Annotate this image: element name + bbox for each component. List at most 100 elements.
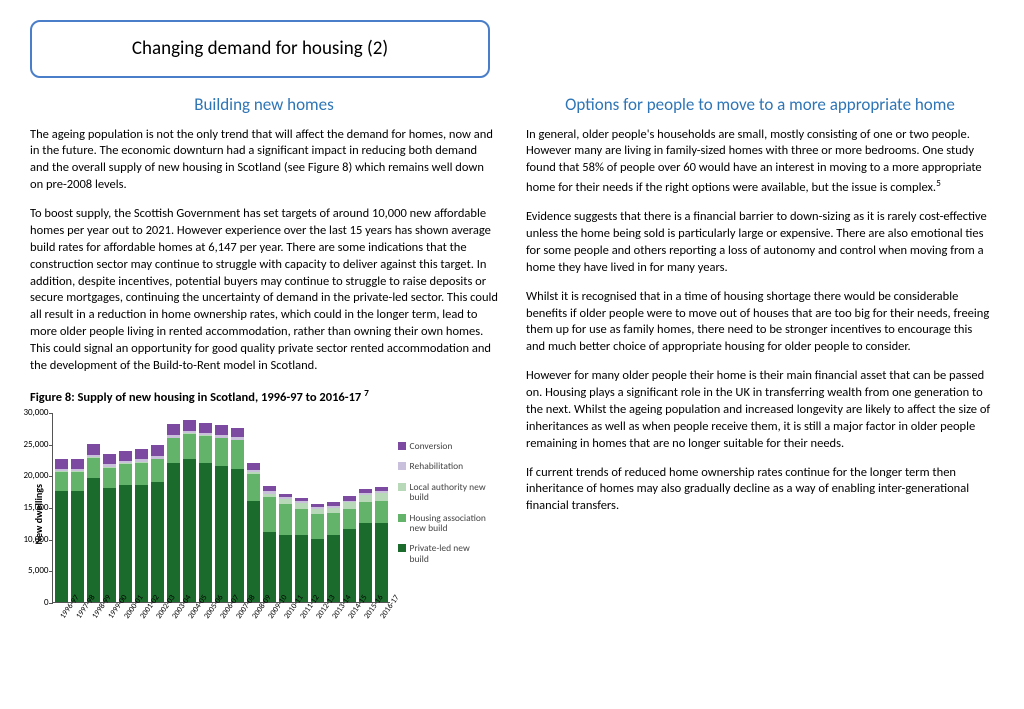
bar [343,496,356,602]
bar-segment [151,459,164,481]
bar [295,498,308,602]
bar-segment [231,428,244,438]
bar [359,489,372,602]
bar [215,425,228,602]
bar-segment [183,420,196,431]
ytick-label: 15,000 [15,502,49,514]
bar-segment [279,535,292,602]
legend-label: Rehabilitation [410,461,464,471]
bar-segment [55,459,68,469]
ytick-label: 0 [15,597,49,609]
right-para-3: Whilst it is recognised that in a time o… [526,289,994,357]
bar-segment [359,523,372,602]
bar-segment [375,523,388,602]
bar-segment [103,454,116,465]
bar-segment [135,463,148,485]
left-column: Building new homes The ageing population… [30,88,498,616]
page-title-box: Changing demand for housing (2) [30,20,490,78]
bar-segment [327,513,340,535]
bar-segment [167,438,180,462]
bar-segment [375,501,388,523]
legend-swatch [398,462,406,470]
bar [87,444,100,602]
bar-segment [327,535,340,602]
chart-plot: 05,00010,00015,00020,00025,00030,000 [52,413,390,603]
bar-segment [295,535,308,602]
ytick-label: 30,000 [15,407,49,419]
right-para-1: In general, older people's households ar… [526,127,994,198]
bar [247,463,260,602]
bar-segment [167,424,180,435]
bar-segment [103,468,116,488]
ytick-label: 10,000 [15,533,49,545]
bar [71,459,84,601]
bar-segment [359,502,372,523]
bar [103,454,116,602]
ytick [49,571,53,572]
ytick-label: 25,000 [15,438,49,450]
figure-8-chart: New dwellings 05,00010,00015,00020,00025… [30,413,498,616]
bar-segment [119,485,132,602]
bar [279,494,292,602]
left-heading: Building new homes [30,94,498,117]
right-heading: Options for people to move to a more app… [526,94,994,117]
ytick [49,413,53,414]
bar [55,459,68,601]
legend-item: Conversion [398,441,488,451]
bar-segment [183,459,196,602]
bar-segment [231,440,244,469]
legend-label: Conversion [410,441,453,451]
ytick-label: 20,000 [15,470,49,482]
legend-item: Rehabilitation [398,461,488,471]
bar-segment [183,434,196,459]
bar [183,420,196,602]
chart-area: 05,00010,00015,00020,00025,00030,000 199… [52,413,390,616]
bar [167,424,180,602]
bar-segment [231,469,244,602]
page-title: Changing demand for housing (2) [52,36,468,62]
legend-swatch [398,483,406,491]
bar-segment [215,425,228,435]
bar-segment [343,509,356,529]
two-column-layout: Building new homes The ageing population… [30,88,994,616]
left-para-2: To boost supply, the Scottish Government… [30,206,498,375]
bar-segment [215,438,228,465]
bar-segment [167,463,180,602]
bar-segment [279,504,292,536]
bar-segment [247,501,260,602]
bar-segment [55,491,68,602]
right-para-5: If current trends of reduced home owners… [526,465,994,516]
bar-segment [87,478,100,602]
xtick-label: 1996-97 [58,604,74,621]
bar-segment [247,474,260,501]
figure-caption: Figure 8: Supply of new housing in Scotl… [30,387,498,407]
legend-swatch [398,514,406,522]
ytick [49,508,53,509]
bar-segment [215,466,228,602]
ytick [49,445,53,446]
right-column: Options for people to move to a more app… [526,88,994,616]
ytick [49,476,53,477]
bar-segment [135,485,148,602]
legend-swatch [398,442,406,450]
bar [311,504,324,602]
legend-label: Local authority new build [410,482,488,503]
legend-label: Private-led new build [410,543,488,564]
chart-x-labels: 1996-971997-981998-991999-002000-012001-… [52,605,390,616]
bar-segment [71,459,84,469]
legend-item: Private-led new build [398,543,488,564]
legend-item: Housing association new build [398,513,488,534]
bar [263,486,276,602]
right-para-2: Evidence suggests that there is a financ… [526,209,994,277]
bar [135,449,148,602]
bar [375,487,388,602]
bar [151,445,164,601]
bar-segment [375,493,388,501]
bar-segment [87,444,100,455]
legend-swatch [398,544,406,552]
bar-segment [151,445,164,456]
bar-segment [71,472,84,491]
bar-segment [119,464,132,485]
bar-segment [119,451,132,461]
bar-segment [199,436,212,463]
